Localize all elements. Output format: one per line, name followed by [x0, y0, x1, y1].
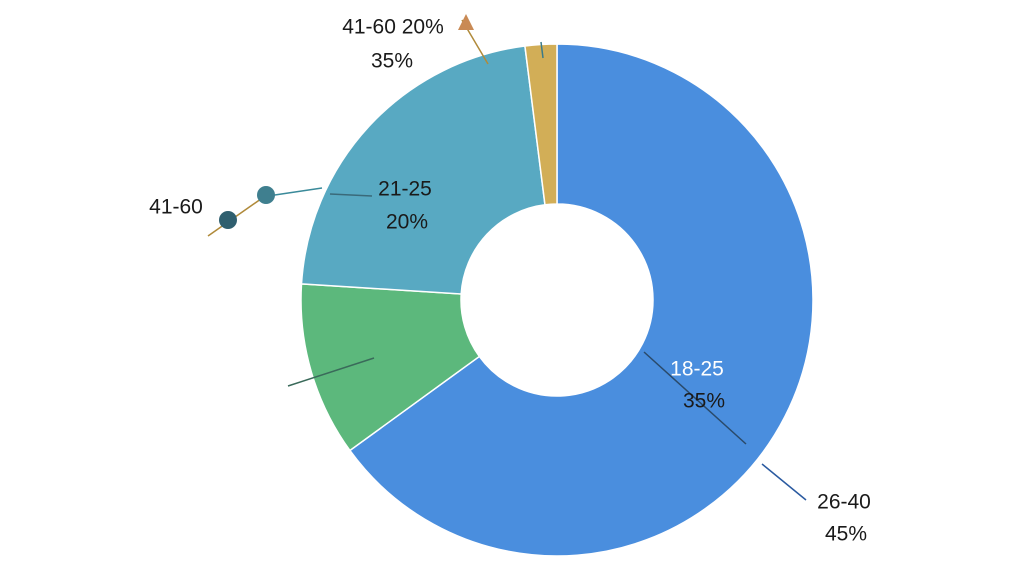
- annotation: 20%: [386, 211, 428, 234]
- leader-line: [761, 463, 807, 501]
- leader-line: [643, 351, 747, 445]
- annotation: 45%: [825, 523, 867, 546]
- leader-line: [287, 357, 375, 387]
- slice: [348, 43, 814, 557]
- annotation: 41-60: [149, 196, 203, 219]
- slice: [300, 283, 481, 452]
- marker: [257, 186, 275, 204]
- annotation: 41-60 20%: [342, 16, 444, 39]
- leader-line: [207, 193, 269, 237]
- leader-line: [540, 41, 544, 59]
- leader-line: [267, 187, 323, 197]
- annotation: 18-25: [670, 358, 724, 381]
- marker: [219, 211, 237, 229]
- leader-line: [329, 193, 373, 197]
- annotation: 21-25: [378, 178, 432, 201]
- annotation: 35%: [371, 50, 413, 73]
- annotation: 35%: [683, 390, 725, 413]
- slice: [300, 45, 546, 295]
- slice: [524, 43, 558, 206]
- marker: [458, 14, 474, 30]
- donut: [300, 43, 814, 557]
- annotation: 26-40: [817, 491, 871, 514]
